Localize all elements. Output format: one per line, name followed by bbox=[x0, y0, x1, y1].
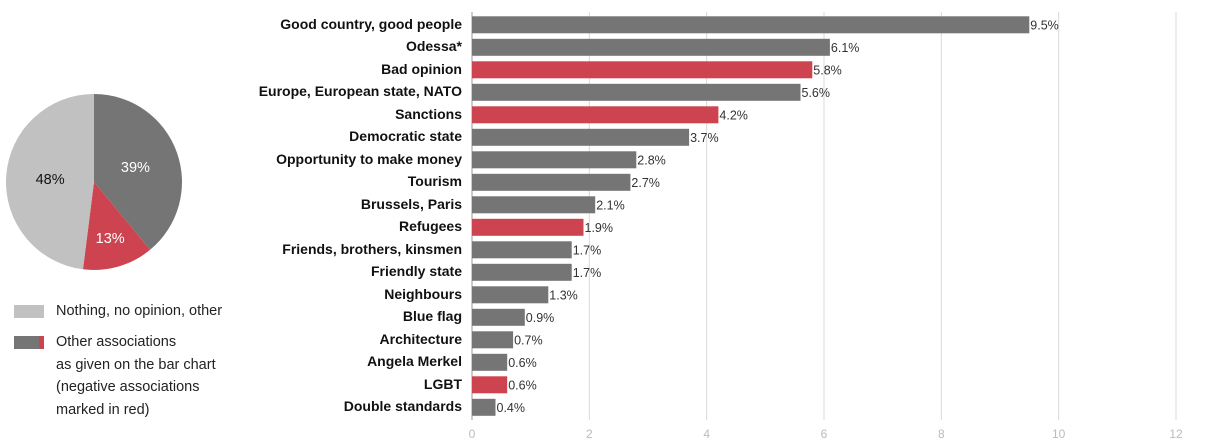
pie-chart: 39% 13% 48% bbox=[5, 93, 183, 271]
legend-swatch-grey-red bbox=[14, 336, 44, 349]
x-tick-label: 0 bbox=[469, 427, 476, 441]
category-label: Europe, European state, NATO bbox=[258, 83, 462, 100]
category-label: Double standards bbox=[343, 398, 462, 415]
bar bbox=[472, 218, 584, 236]
pie-slice-label: 13% bbox=[96, 231, 125, 247]
category-label: Sanctions bbox=[395, 105, 462, 122]
bar-value-label: 2.1% bbox=[596, 198, 625, 212]
bar bbox=[472, 196, 596, 214]
legend-label-other-associations: Other associations as given on the bar c… bbox=[56, 331, 266, 421]
bar-value-label: 1.7% bbox=[573, 243, 602, 257]
category-label: Neighbours bbox=[384, 285, 462, 302]
category-label: Democratic state bbox=[349, 128, 462, 145]
bar-value-label: 6.1% bbox=[831, 41, 860, 55]
bar-value-label: 1.7% bbox=[573, 266, 602, 280]
bar-value-label: 5.6% bbox=[802, 86, 831, 100]
category-label: Bad opinion bbox=[381, 60, 462, 77]
bar-value-label: 2.8% bbox=[637, 153, 666, 167]
pie-slice bbox=[82, 182, 151, 271]
bar bbox=[472, 106, 719, 124]
bar-value-label: 1.3% bbox=[549, 288, 578, 302]
x-tick-label: 6 bbox=[821, 427, 828, 441]
category-label: Tourism bbox=[407, 173, 462, 190]
pie-slice-label: 39% bbox=[121, 160, 150, 176]
category-label: LGBT bbox=[423, 375, 462, 392]
bar-value-label: 0.9% bbox=[526, 311, 555, 325]
bar bbox=[472, 331, 514, 349]
bar bbox=[472, 38, 830, 56]
pie-slice bbox=[5, 93, 94, 270]
bar-value-label: 2.7% bbox=[631, 176, 660, 190]
bar bbox=[472, 128, 690, 146]
bar bbox=[472, 376, 508, 394]
x-tick-label: 8 bbox=[938, 427, 945, 441]
bar bbox=[472, 173, 631, 191]
x-tick-label: 10 bbox=[1052, 427, 1066, 441]
x-tick-label: 2 bbox=[586, 427, 593, 441]
bar-value-label: 0.7% bbox=[514, 333, 543, 347]
legend-label-no-opinion: Nothing, no opinion, other bbox=[56, 303, 223, 319]
pie-slice bbox=[94, 94, 183, 250]
x-tick-label: 4 bbox=[703, 427, 710, 441]
bar bbox=[472, 308, 525, 326]
category-label: Angela Merkel bbox=[367, 353, 462, 370]
bar bbox=[472, 151, 637, 169]
bar bbox=[472, 83, 801, 101]
category-label: Friends, brothers, kinsmen bbox=[282, 240, 462, 257]
legend-line: marked in red) bbox=[56, 401, 150, 418]
bar bbox=[472, 286, 549, 304]
category-label: Friendly state bbox=[370, 263, 462, 280]
legend-line: as given on the bar chart bbox=[56, 356, 216, 373]
category-label: Blue flag bbox=[402, 308, 462, 325]
legend-line: Other associations bbox=[56, 334, 177, 350]
bar-value-label: 0.4% bbox=[497, 401, 526, 415]
bar bbox=[472, 398, 496, 416]
category-label: Refugees bbox=[398, 218, 462, 235]
bar bbox=[472, 263, 572, 281]
category-label: Good country, good people bbox=[280, 15, 462, 32]
bar-value-label: 3.7% bbox=[690, 131, 719, 145]
category-label: Opportunity to make money bbox=[276, 150, 462, 167]
bar bbox=[472, 61, 813, 79]
pie-slice-label: 48% bbox=[36, 172, 65, 188]
x-tick-label: 12 bbox=[1169, 427, 1183, 441]
bar bbox=[472, 16, 1030, 34]
category-label: Brussels, Paris bbox=[360, 195, 462, 212]
bar-value-label: 9.5% bbox=[1030, 18, 1059, 32]
category-label: Architecture bbox=[379, 330, 462, 347]
bar-value-label: 1.9% bbox=[585, 221, 614, 235]
legend-line: (negative associations bbox=[56, 379, 200, 395]
bar-value-label: 4.2% bbox=[719, 108, 748, 122]
bar-value-label: 5.8% bbox=[813, 63, 842, 77]
bar bbox=[472, 241, 572, 259]
bar-value-label: 0.6% bbox=[508, 356, 537, 370]
category-label: Odessa* bbox=[405, 38, 462, 55]
bar-value-label: 0.6% bbox=[508, 378, 537, 392]
bar bbox=[472, 353, 508, 371]
legend-swatch-grey bbox=[14, 305, 44, 318]
